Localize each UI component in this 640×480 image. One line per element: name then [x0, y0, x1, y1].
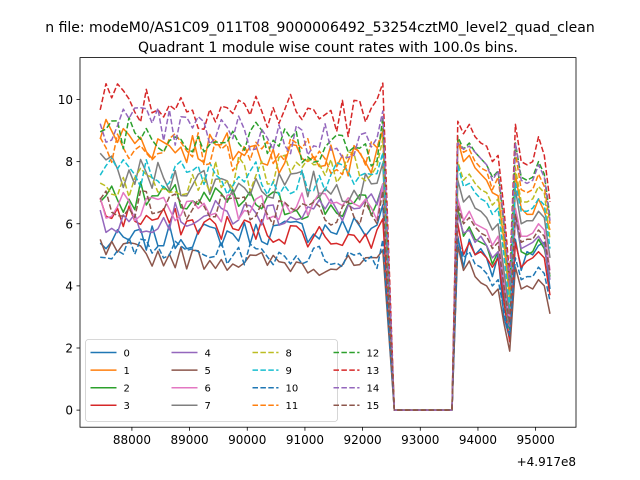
legend-label-11: 11 — [286, 401, 299, 412]
series-line-5 — [99, 239, 551, 411]
legend-label-12: 12 — [367, 348, 380, 359]
series-layer — [99, 82, 551, 411]
x-tick-label: 90000 — [228, 433, 266, 447]
series-line-10 — [100, 237, 551, 411]
legend-label-2: 2 — [124, 384, 130, 395]
x-tick-label: 89000 — [170, 433, 208, 447]
y-tick-label: 2 — [65, 342, 73, 356]
y-tick-label: 4 — [65, 279, 73, 293]
series-line-11 — [99, 127, 551, 411]
y-tick-label: 6 — [65, 217, 73, 231]
series-line-6 — [99, 183, 551, 411]
y-tick-label: 8 — [65, 155, 73, 169]
series-line-2 — [99, 181, 551, 411]
series-line-14 — [99, 107, 551, 411]
legend-label-10: 10 — [286, 384, 299, 395]
x-tick-label: 91000 — [286, 433, 324, 447]
plot-frame — [79, 57, 577, 428]
legend-label-0: 0 — [124, 348, 130, 359]
y-tick-label: 10 — [58, 93, 73, 107]
legend-label-14: 14 — [367, 384, 380, 395]
series-line-12 — [99, 116, 551, 411]
y-tick-label: 0 — [65, 404, 73, 418]
legend-label-1: 1 — [124, 366, 130, 377]
axes-layer: 88000 89000 90000 91000 92000 93000 94000 95000… — [58, 93, 555, 447]
x-tick-label: 94000 — [459, 433, 497, 447]
x-tick-label: 88000 — [113, 433, 151, 447]
legend-label-4: 4 — [205, 348, 211, 359]
series-line-3 — [99, 198, 551, 411]
series-line-8 — [99, 138, 551, 411]
legend-label-9: 9 — [286, 366, 292, 377]
series-line-9 — [99, 151, 551, 411]
series-line-13 — [99, 82, 551, 411]
x-tick-label: 95000 — [517, 433, 555, 447]
series-line-1 — [99, 118, 551, 411]
legend-frame — [85, 339, 338, 422]
legend-label-7: 7 — [205, 401, 211, 412]
legend-label-3: 3 — [124, 401, 130, 412]
legend-label-15: 15 — [367, 401, 380, 412]
legend-label-5: 5 — [205, 366, 211, 377]
series-line-4 — [99, 183, 551, 411]
figure-suptitle: n file: modeM0/AS1C09_011T08_9000006492_… — [45, 20, 594, 36]
series-line-15 — [99, 189, 551, 411]
x-tick-label: 92000 — [344, 433, 382, 447]
x-offset-label: +4.917e8 — [517, 455, 576, 469]
chart-title: Quadrant 1 module wise count rates with … — [138, 40, 518, 56]
legend-label-13: 13 — [367, 366, 380, 377]
legend-label-6: 6 — [205, 384, 211, 395]
x-tick-label: 93000 — [401, 433, 439, 447]
legend-label-8: 8 — [286, 348, 292, 359]
